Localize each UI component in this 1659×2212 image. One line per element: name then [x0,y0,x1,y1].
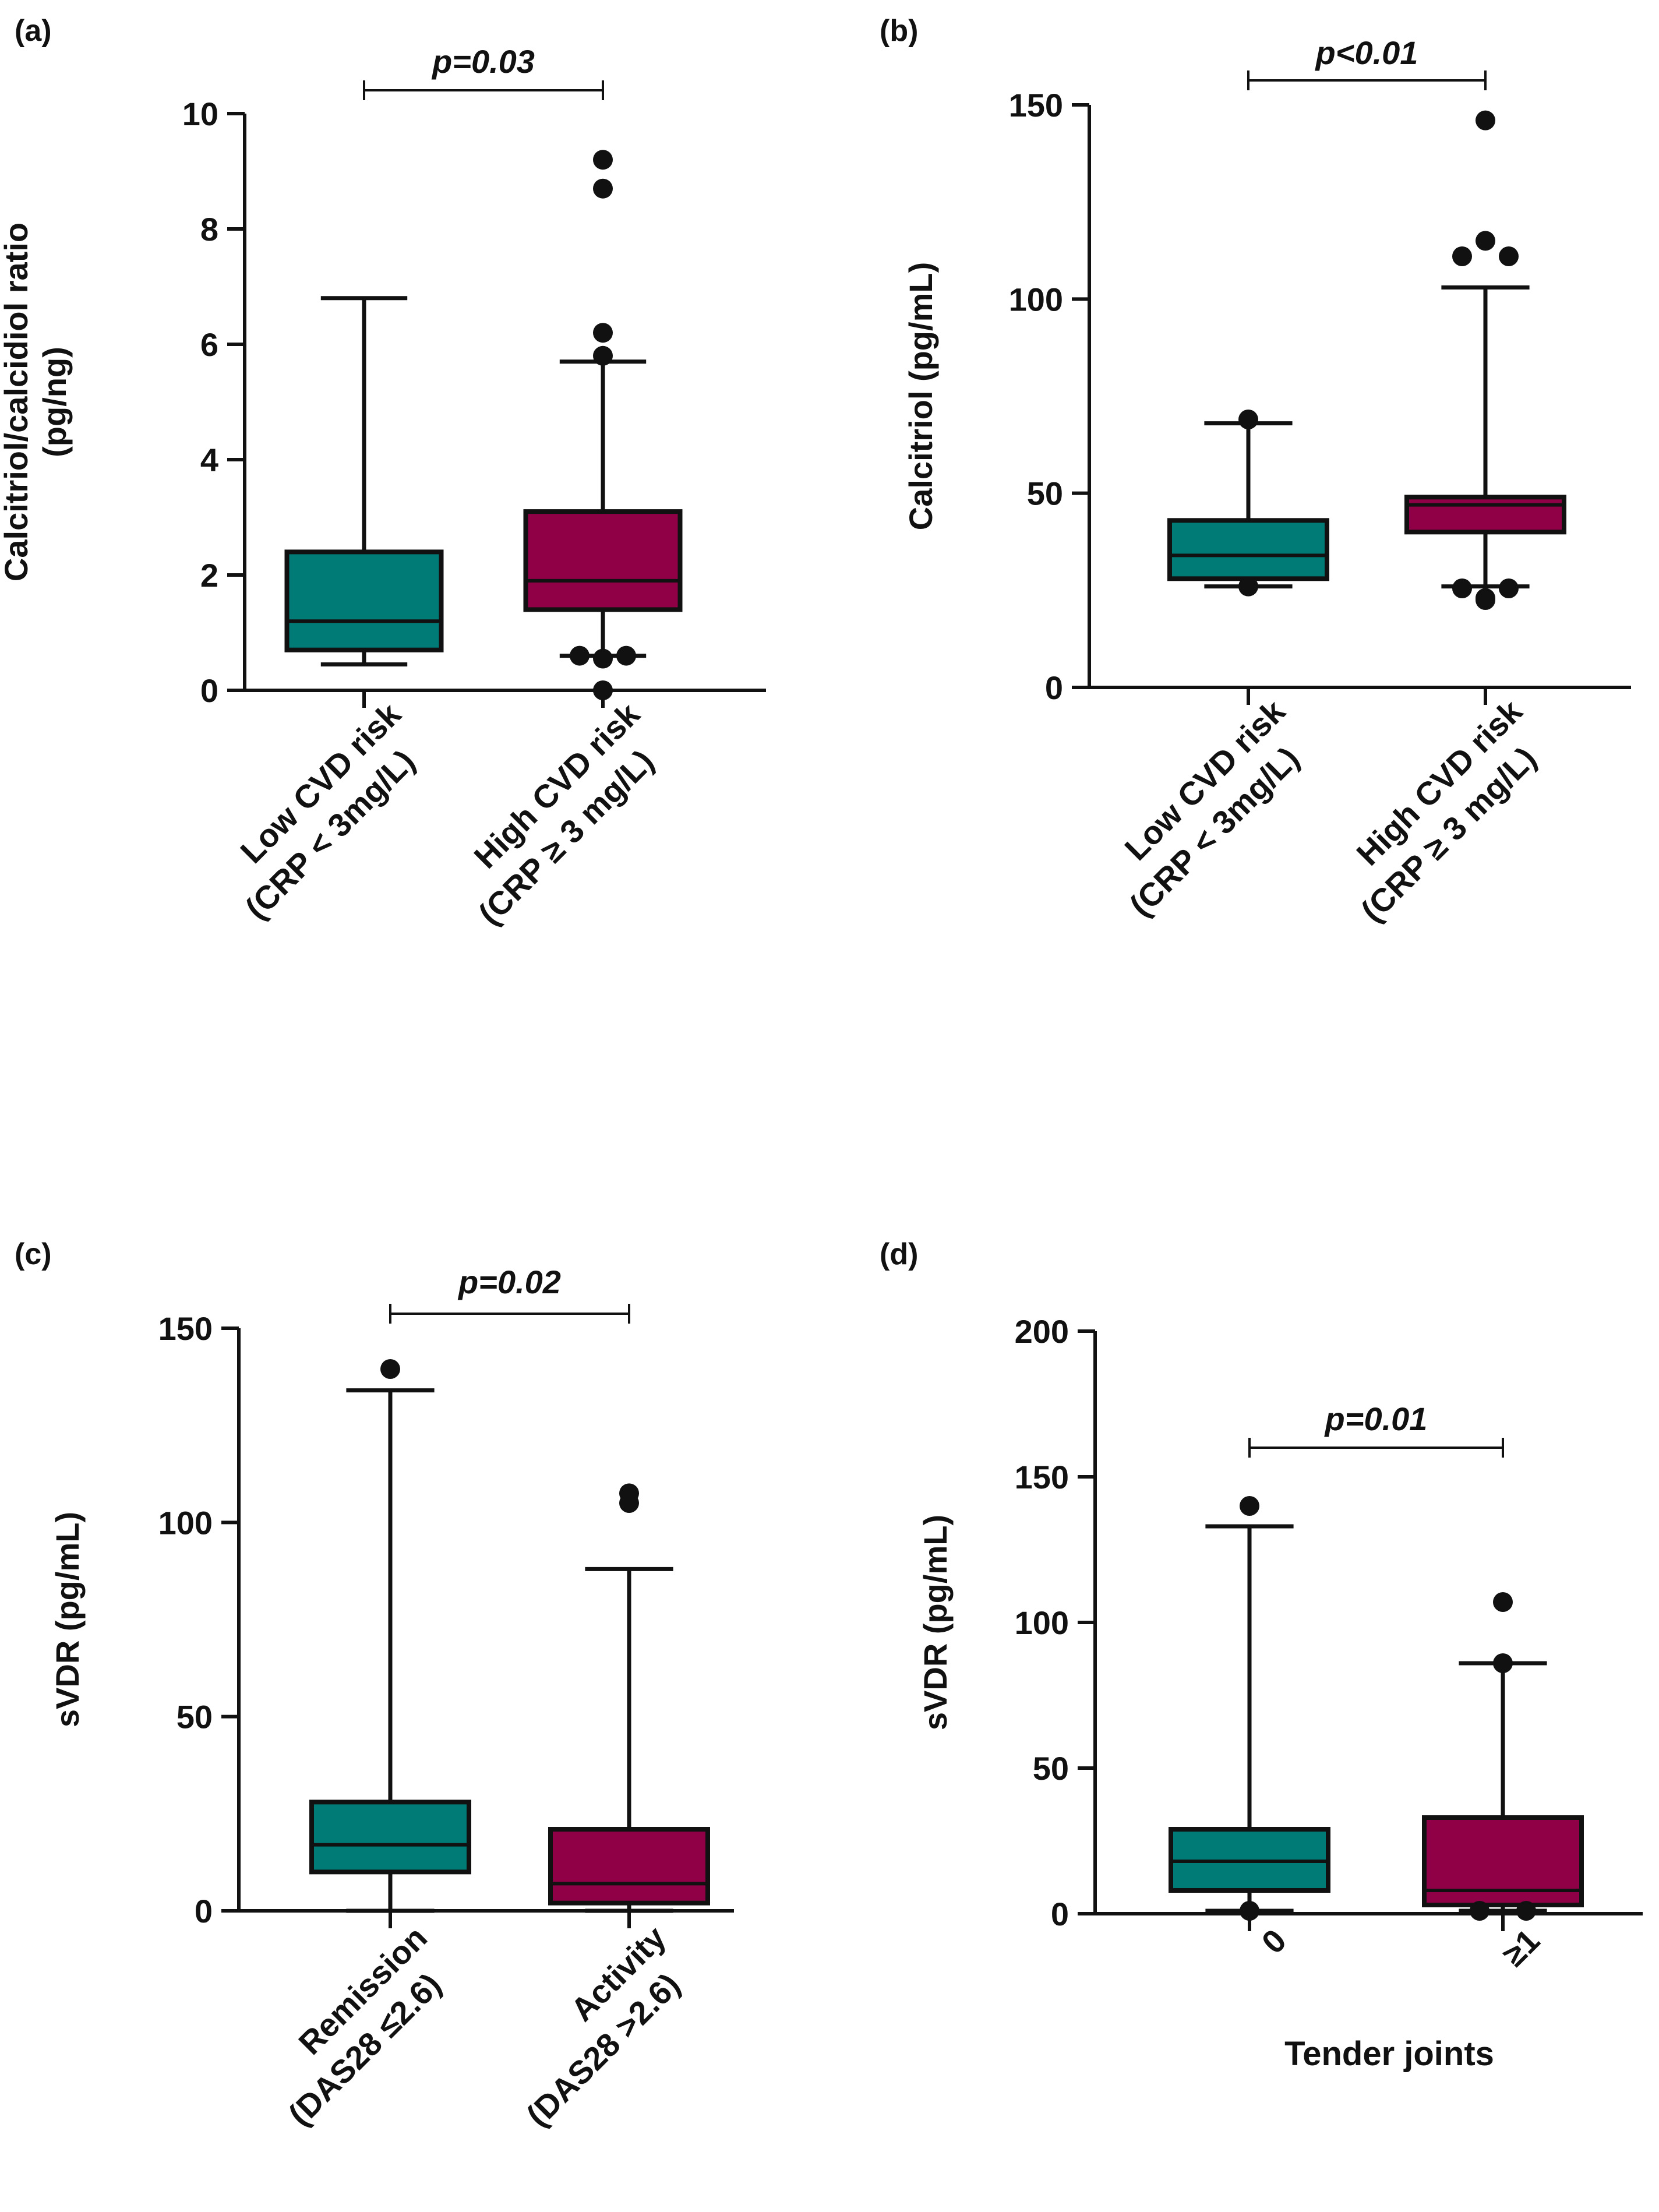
y-tick-label: 100 [1015,1604,1069,1641]
x-category-label: Activity(DAS28 >2.6) [489,1919,703,2133]
box-group-2: Activity(DAS28 >2.6) [489,1483,710,2133]
y-tick-label: 0 [195,1893,213,1929]
outlier-point [1516,1901,1536,1921]
x-category-label: Remission(DAS28 ≤2.6) [250,1919,464,2133]
box-group-2: High CVD risk(CRP ≥ 3 mg/L) [441,150,683,932]
outlier-point [616,645,636,666]
outlier-point [380,1359,400,1379]
y-tick-label: 50 [1033,1750,1069,1787]
box-group-1: Low CVD risk(CRP < 3mg/L) [1092,410,1329,923]
panel-letter: (a) [15,14,52,48]
outlier-point [1240,1901,1259,1921]
outlier-point [593,150,613,170]
y-tick-label: 0 [1051,1896,1069,1932]
y-tick-label: 50 [177,1699,213,1735]
outlier-point [593,680,613,700]
chart-panel-d: (d) 0 50 100 150 200 sVDR (pg/mL) 0 ≥1 p=0.01 Tend… [880,1237,1643,2073]
y-tick-label: 8 [200,211,218,248]
outlier-point [593,323,613,343]
y-axis-title: sVDR (pg/mL) [49,1512,86,1727]
box-group-1: Remission(DAS28 ≤2.6) [250,1359,471,2133]
y-tick-label: 200 [1015,1313,1069,1350]
y-axis-title-line: Calcitriol (pg/mL) [902,262,939,530]
outlier-point [593,648,613,669]
x-category-label: Low CVD risk(CRP < 3mg/L) [207,695,439,926]
outlier-point [1476,231,1495,251]
x-category-label: Low CVD risk(CRP < 3mg/L) [1092,692,1323,923]
box-group-2: ≥1 [1422,1592,1584,1973]
x-category-label: High CVD risk(CRP ≥ 3 mg/L) [1323,692,1560,929]
chart-panel-c: (c) 0 50 100 150 sVDR (pg/mL) Remission(DAS28 … [15,1237,734,2133]
y-tick-label: 50 [1027,475,1063,512]
outlier-point [1452,578,1472,598]
outlier-point [1240,1496,1259,1516]
outlier-point [619,1493,639,1513]
y-tick-label: 100 [158,1504,213,1541]
y-axis-title: Calcitriol/calcidiol ratio(pg/ng) [0,223,73,581]
y-axis-title-line: sVDR (pg/mL) [49,1512,86,1727]
outlier-point [1493,1592,1513,1612]
y-tick-label: 6 [200,326,218,363]
y-tick-label: 10 [182,96,218,132]
y-axis-title: sVDR (pg/mL) [917,1515,954,1730]
box-group-2: High CVD risk(CRP ≥ 3 mg/L) [1323,110,1566,929]
y-tick-label: 2 [200,557,218,594]
iqr-box [1167,518,1329,581]
y-axis-title-line: (pg/ng) [36,347,73,457]
p-value-label: p<0.01 [1315,34,1418,71]
y-tick-label: 100 [1009,281,1063,317]
x-category-label: High CVD risk(CRP ≥ 3 mg/L) [441,695,677,932]
outlier-point [593,345,613,366]
p-value-label: p=0.03 [431,43,535,80]
outlier-point [1476,590,1495,610]
y-axis-title: Calcitriol (pg/mL) [902,262,939,530]
y-tick-label: 0 [1045,669,1063,706]
outlier-point [1238,410,1258,429]
outlier-point [593,178,613,199]
chart-panel-b: (b) 0 50 100 150 Calcitriol (pg/mL) Low CVD ri… [880,14,1631,929]
panel-letter: (d) [880,1237,918,1271]
panel-letter: (b) [880,14,918,48]
y-tick-label: 150 [1015,1459,1069,1495]
outlier-point [1470,1901,1489,1921]
iqr-box [1404,495,1566,535]
outlier-point [1499,578,1519,598]
outlier-point [1476,110,1495,130]
y-tick-label: 4 [200,442,218,478]
y-tick-label: 150 [1009,87,1063,124]
iqr-box [309,1800,471,1875]
iqr-box [548,1827,710,1906]
y-tick-label: 150 [158,1310,213,1347]
x-axis-title: Tender joints [1284,2035,1494,2073]
outlier-point [1452,246,1472,266]
y-tick-label: 0 [200,672,218,709]
box-group-1: Low CVD risk(CRP < 3mg/L) [207,296,444,926]
p-value-label: p=0.01 [1324,1400,1428,1437]
panel-letter: (c) [15,1237,52,1271]
y-axis-title-line: sVDR (pg/mL) [917,1515,954,1730]
x-category-label: 0 [1254,1922,1293,1961]
outlier-point [570,645,590,666]
outlier-point [1493,1653,1513,1673]
outlier-point [1238,576,1258,597]
x-category-label-line: 0 [1254,1922,1293,1961]
y-axis-title-line: Calcitriol/calcidiol ratio [0,223,34,581]
chart-panel-a: (a) 0 2 4 6 8 10 Calcitriol/calcidiol ratio(pg/… [0,14,766,932]
p-value-label: p=0.02 [457,1264,561,1300]
iqr-box [523,509,683,612]
box-group-1: 0 [1169,1496,1330,1961]
iqr-box [284,549,444,652]
outlier-point [1499,246,1519,266]
